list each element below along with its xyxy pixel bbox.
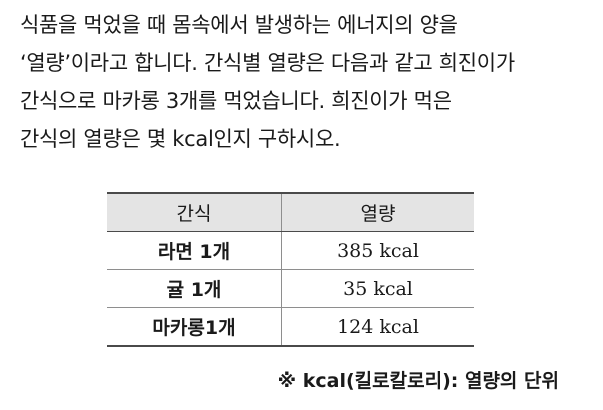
snack-cell: 마카롱1개	[107, 307, 282, 347]
unit-note: ※ kcal(킬로칼로리): 열량의 단위	[277, 370, 559, 392]
problem-text: 식품을 먹었을 때 몸속에서 발생하는 에너지의 양을 ‘열량’이라고 합니다.…	[20, 6, 595, 158]
table-header-row: 간식 열량	[107, 192, 474, 232]
problem-line: 간식의 열량은 몇 kcal인지 구하시오.	[20, 127, 341, 151]
snack-cell: 귤 1개	[107, 269, 282, 308]
calorie-cell: 124 kcal	[281, 307, 474, 347]
snack-cell: 라면 1개	[107, 231, 282, 270]
problem-line: 간식으로 마카롱 3개를 먹었습니다. 희진이가 먹은	[20, 89, 452, 113]
calorie-table: 간식 열량 라면 1개 385 kcal 귤 1개 35 kcal 마카롱1개 …	[107, 192, 474, 347]
header-calories: 열량	[281, 192, 474, 232]
problem-line: 식품을 먹었을 때 몸속에서 발생하는 에너지의 양을	[20, 13, 458, 37]
table-row: 라면 1개 385 kcal	[107, 231, 474, 270]
table-row: 마카롱1개 124 kcal	[107, 307, 474, 347]
calorie-cell: 385 kcal	[281, 231, 474, 270]
calorie-cell: 35 kcal	[281, 269, 474, 308]
problem-line: ‘열량’이라고 합니다. 간식별 열량은 다음과 같고 희진이가	[20, 51, 515, 75]
header-snack: 간식	[107, 192, 282, 232]
table-row: 귤 1개 35 kcal	[107, 269, 474, 308]
